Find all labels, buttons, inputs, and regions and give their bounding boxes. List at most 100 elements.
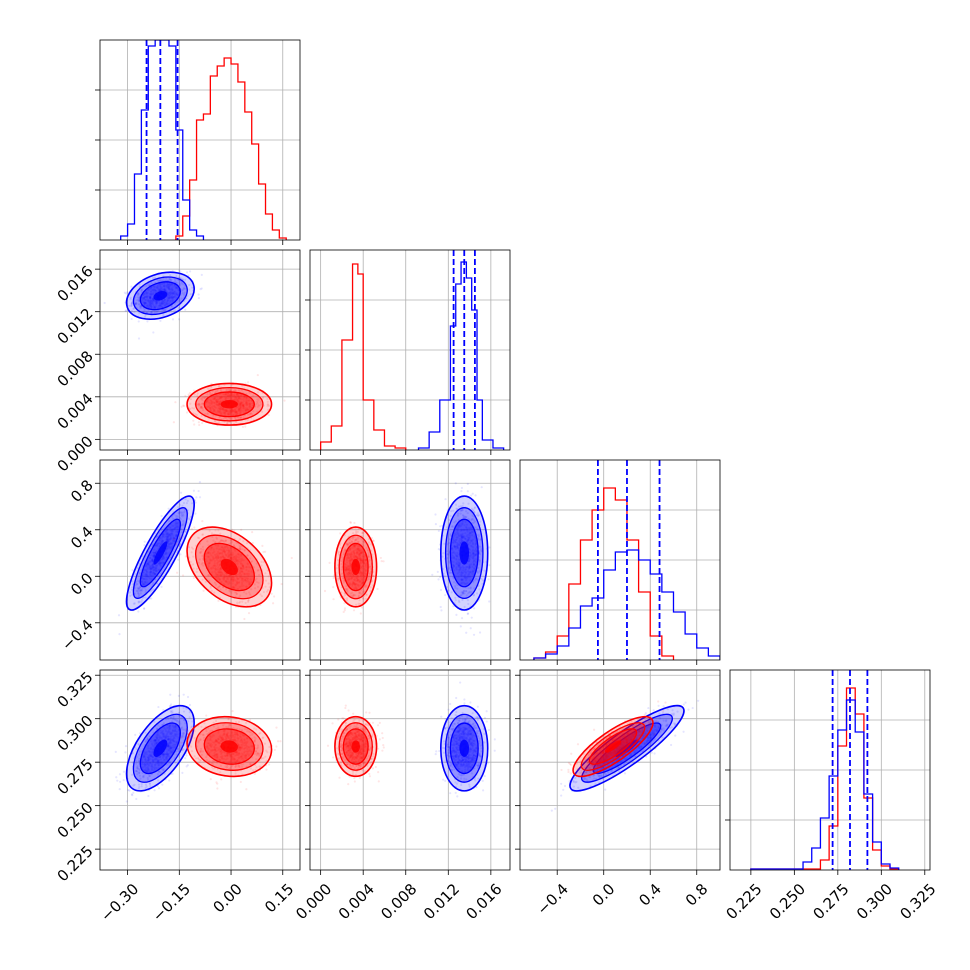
red-sample-point	[239, 406, 242, 410]
red-sample-point	[200, 405, 203, 409]
red-sample-point	[223, 548, 226, 552]
blue-sample-point	[150, 567, 153, 570]
red-sample-point	[218, 578, 221, 581]
blue-sample-point	[138, 587, 141, 590]
blue-sample-point	[459, 566, 462, 569]
panel-1-0	[99, 249, 301, 451]
red-sample-point	[212, 409, 216, 413]
blue-sample-point	[166, 283, 169, 286]
red-sample-point	[198, 558, 201, 561]
blue-sample-point	[466, 538, 469, 541]
blue-sample-point	[156, 542, 159, 545]
red-sample-point	[208, 558, 212, 561]
blue-sample-point	[153, 569, 156, 572]
blue-sample-point	[161, 535, 164, 538]
blue-sample-point	[169, 278, 172, 282]
blue-sample-point	[163, 288, 166, 291]
blue-sample-point	[451, 525, 454, 528]
blue-sample-point	[146, 566, 149, 569]
blue-sample-point	[168, 278, 171, 281]
red-sample-point	[227, 392, 230, 395]
red-sample-point	[349, 563, 352, 566]
blue-sample-point	[149, 296, 152, 299]
red-sample-point	[234, 411, 237, 415]
blue-sample-point	[138, 600, 141, 603]
blue-sample-point	[171, 288, 174, 291]
red-sample-point	[239, 545, 242, 548]
blue-sample-point	[471, 557, 475, 560]
red-sample-point	[244, 579, 247, 582]
red-sample-point	[208, 561, 211, 564]
blue-sample-point	[148, 567, 151, 570]
red-sample-point	[197, 404, 200, 407]
blue-sample-point	[466, 565, 469, 569]
blue-sample-point	[459, 562, 462, 565]
red-sample-point	[244, 579, 247, 582]
blue-sample-point	[469, 627, 472, 630]
blue-sample-point	[169, 543, 172, 546]
red-sample-point	[216, 410, 219, 414]
blue-sample-point	[456, 536, 459, 539]
red-sample-point	[200, 405, 203, 408]
red-sample-point	[354, 576, 357, 579]
blue-sample-point	[467, 567, 470, 570]
blue-sample-point	[456, 514, 460, 517]
blue-sample-point	[119, 780, 122, 783]
red-sample-point	[237, 404, 240, 407]
red-sample-point	[248, 408, 251, 411]
blue-sample-point	[152, 288, 155, 291]
red-sample-point	[230, 408, 233, 411]
blue-sample-point	[461, 534, 464, 537]
red-sample-point	[231, 586, 234, 590]
blue-sample-point	[167, 547, 170, 550]
blue-sample-point	[451, 541, 454, 544]
red-sample-point	[240, 579, 243, 582]
red-sample-point	[212, 539, 215, 542]
red-sample-point	[219, 558, 222, 561]
red-sample-point	[246, 554, 249, 557]
blue-sample-point	[163, 553, 166, 556]
blue-sample-point	[138, 593, 141, 596]
red-sample-point	[240, 559, 243, 563]
red-sample-point	[223, 393, 226, 396]
blue-sample-point	[148, 571, 151, 574]
red-sample-point	[362, 560, 365, 563]
red-sample-point	[345, 567, 348, 570]
red-sample-point	[219, 408, 222, 411]
blue-sample-point	[167, 535, 170, 538]
blue-sample-point	[147, 300, 150, 303]
blue-sample-point	[166, 303, 169, 306]
red-sample-point	[236, 573, 239, 576]
red-sample-point	[345, 557, 348, 560]
red-sample-point	[249, 405, 252, 409]
blue-sample-point	[132, 307, 135, 311]
blue-sample-point	[460, 533, 463, 536]
blue-sample-point	[166, 297, 169, 300]
blue-sample-point	[145, 296, 149, 299]
red-sample-point	[233, 398, 236, 402]
red-sample-point	[356, 530, 359, 533]
panel-3-0	[99, 669, 301, 871]
blue-sample-point	[151, 297, 154, 300]
blue-sample-point	[465, 594, 468, 597]
red-sample-point	[199, 406, 202, 410]
blue-sample-point	[165, 538, 168, 541]
blue-sample-point	[474, 549, 477, 552]
blue-sample-point	[142, 301, 146, 304]
red-sample-point	[218, 564, 221, 567]
blue-sample-point	[160, 300, 163, 303]
blue-sample-point	[174, 280, 177, 283]
blue-sample-point	[166, 299, 170, 302]
blue-sample-point	[459, 541, 462, 544]
blue-sample-point	[171, 530, 174, 533]
red-sample-point	[195, 413, 199, 417]
blue-sample-point	[460, 528, 463, 531]
blue-sample-point	[458, 564, 461, 567]
blue-sample-point	[477, 563, 480, 566]
red-sample-point	[355, 582, 358, 586]
blue-sample-point	[153, 306, 156, 309]
red-sample-point	[228, 582, 231, 585]
red-sample-point	[235, 398, 238, 401]
blue-sample-point	[467, 538, 470, 542]
red-sample-point	[227, 394, 230, 398]
